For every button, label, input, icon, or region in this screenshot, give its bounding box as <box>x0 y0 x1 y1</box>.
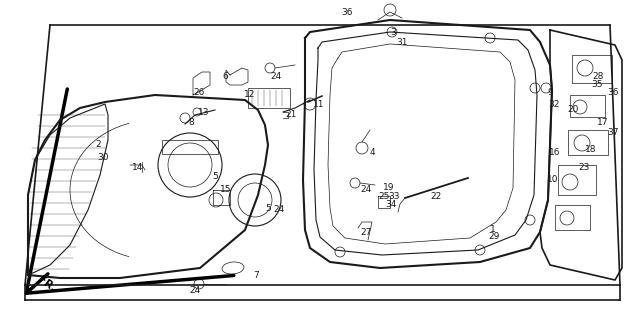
Text: 7: 7 <box>253 271 259 280</box>
Text: 25: 25 <box>378 192 389 201</box>
Text: 24: 24 <box>270 72 281 81</box>
Text: 8: 8 <box>188 118 194 127</box>
Bar <box>248 88 290 108</box>
Text: 21: 21 <box>285 110 297 119</box>
Text: 28: 28 <box>592 72 603 81</box>
Bar <box>162 140 218 154</box>
Text: 1: 1 <box>490 225 496 234</box>
Text: 24: 24 <box>360 185 371 194</box>
Text: 34: 34 <box>385 200 396 209</box>
Text: 30: 30 <box>97 153 109 162</box>
Text: 37: 37 <box>607 128 618 137</box>
Text: 19: 19 <box>383 183 394 192</box>
Text: 5: 5 <box>212 172 218 181</box>
Text: 36: 36 <box>607 88 618 97</box>
Text: 35: 35 <box>591 80 603 89</box>
Text: 11: 11 <box>313 100 324 109</box>
Text: 22: 22 <box>430 192 441 201</box>
Text: 14: 14 <box>132 163 143 172</box>
Text: 23: 23 <box>578 163 589 172</box>
Text: 36: 36 <box>341 8 353 17</box>
Bar <box>570 95 605 117</box>
Text: 2: 2 <box>95 140 100 149</box>
Text: 33: 33 <box>388 192 399 201</box>
Bar <box>558 165 596 195</box>
Text: 17: 17 <box>597 118 608 127</box>
Text: 6: 6 <box>222 72 228 81</box>
Text: FR.: FR. <box>36 274 57 294</box>
Text: 29: 29 <box>488 232 499 241</box>
Text: 27: 27 <box>360 228 372 237</box>
Bar <box>572 55 612 83</box>
FancyArrowPatch shape <box>27 89 234 293</box>
Text: 24: 24 <box>189 286 200 295</box>
Text: 10: 10 <box>547 175 558 184</box>
Text: 4: 4 <box>370 148 375 157</box>
Text: 15: 15 <box>220 185 232 194</box>
Text: 24: 24 <box>273 205 284 214</box>
Text: 12: 12 <box>244 90 256 99</box>
Text: 3: 3 <box>390 28 396 37</box>
Bar <box>555 205 590 230</box>
Text: 16: 16 <box>549 148 560 157</box>
Bar <box>568 130 608 155</box>
Text: 20: 20 <box>567 105 579 114</box>
Text: 13: 13 <box>198 108 209 117</box>
Text: 5: 5 <box>265 204 271 213</box>
Text: 31: 31 <box>396 38 408 47</box>
Text: 26: 26 <box>193 88 204 97</box>
Text: 32: 32 <box>548 100 559 109</box>
Text: 18: 18 <box>585 145 596 154</box>
Text: 9: 9 <box>547 88 553 97</box>
